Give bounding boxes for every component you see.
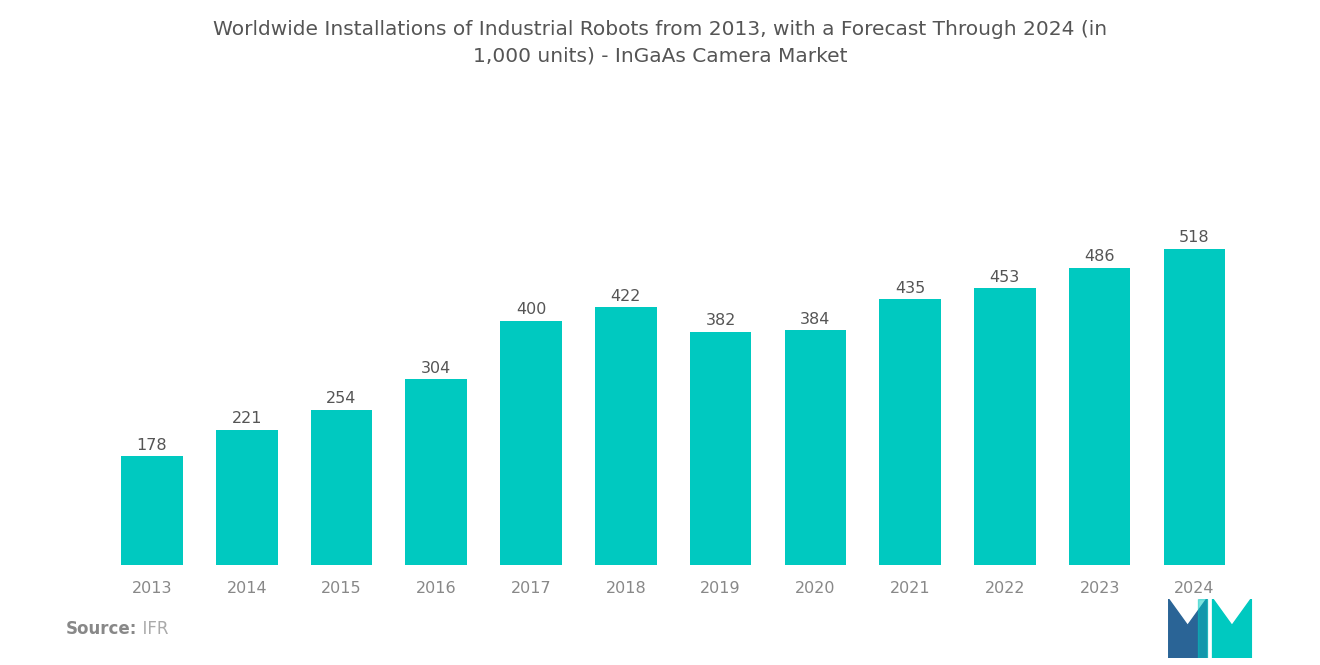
Text: 486: 486 [1085,249,1115,265]
Bar [1069,268,1130,565]
Bar [121,456,182,565]
Text: 221: 221 [231,412,261,426]
Text: 178: 178 [137,438,168,453]
Bar [405,380,467,565]
Text: 382: 382 [705,313,735,328]
Bar [690,332,751,565]
Text: 254: 254 [326,391,356,406]
Text: 453: 453 [990,269,1020,285]
Text: 384: 384 [800,312,830,327]
Bar [879,299,941,565]
Bar [1164,249,1225,565]
Text: IFR: IFR [132,620,169,638]
Bar [595,307,656,565]
Text: 518: 518 [1179,230,1209,245]
Text: 435: 435 [895,281,925,296]
Polygon shape [1168,598,1206,658]
Bar [974,289,1036,565]
Bar [500,321,562,565]
Text: Source:: Source: [66,620,137,638]
Text: 422: 422 [611,289,642,304]
Bar [784,331,846,565]
Text: 304: 304 [421,360,451,376]
Polygon shape [1197,598,1206,658]
Polygon shape [1213,598,1251,658]
Text: 400: 400 [516,302,546,317]
Text: Worldwide Installations of Industrial Robots from 2013, with a Forecast Through : Worldwide Installations of Industrial Ro… [213,20,1107,65]
Bar [216,430,277,565]
Bar [310,410,372,565]
